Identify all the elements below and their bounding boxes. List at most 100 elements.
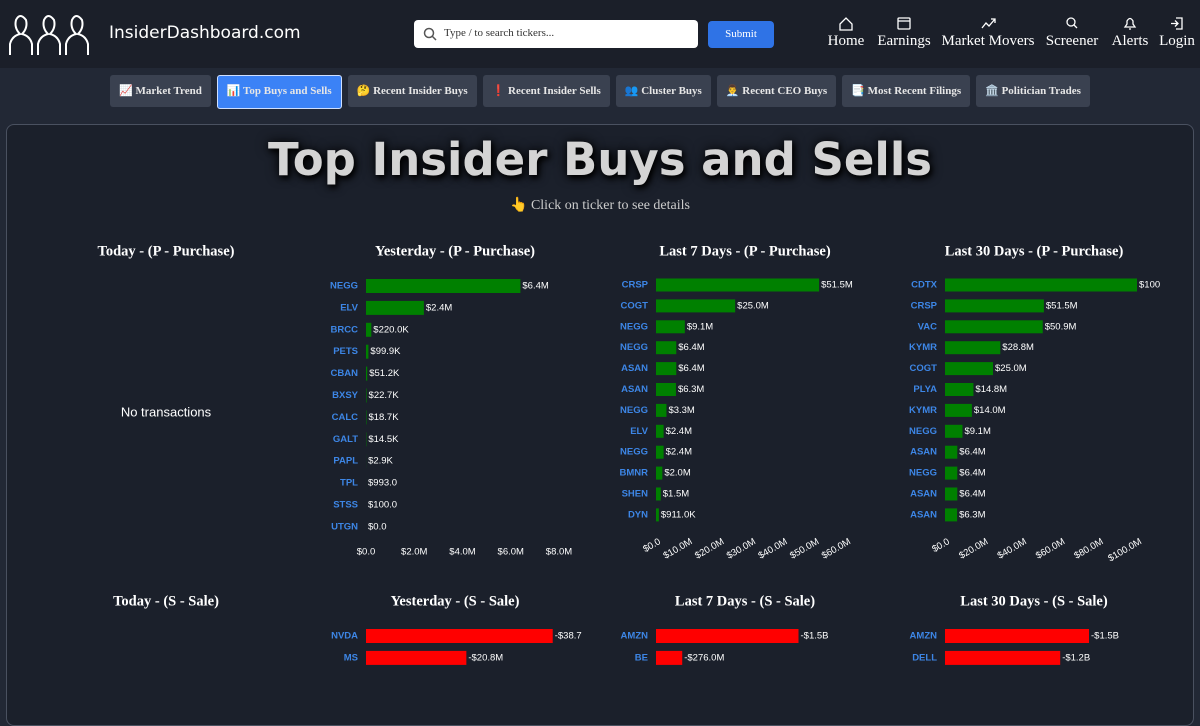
x-tick-label: $6.0M <box>498 547 524 558</box>
chart-title: Last 30 Days - (S - Sale) <box>960 593 1108 609</box>
chart-title: Today - (S - Sale) <box>113 593 219 609</box>
x-tick-label: $2.0M <box>401 547 427 558</box>
ticker-label: STSS <box>333 500 358 511</box>
x-tick-label: $8.0M <box>546 547 572 558</box>
bar <box>656 341 676 354</box>
bar <box>366 651 466 665</box>
value-label: $99.9K <box>370 346 401 357</box>
bar <box>366 345 368 359</box>
value-label: $6.4M <box>959 468 985 479</box>
bar <box>656 629 799 643</box>
bar <box>945 320 1043 333</box>
bar <box>945 404 972 417</box>
bar <box>366 367 367 381</box>
value-label: $6.3M <box>678 384 704 395</box>
bar <box>945 651 1060 665</box>
ticker-label: ASAN <box>621 384 648 395</box>
ticker-label: PLYA <box>913 384 937 395</box>
ticker-label: NEGG <box>330 281 358 292</box>
bar <box>656 651 682 665</box>
value-label: -$20.8M <box>468 652 503 663</box>
chart-title: Today - (P - Purchase) <box>98 243 235 259</box>
chart: No transactions <box>121 404 212 419</box>
value-label: $14.5K <box>368 434 399 445</box>
value-label: $18.7K <box>368 412 399 423</box>
ticker-label: BXSY <box>332 390 359 401</box>
ticker-label: ASAN <box>910 447 937 458</box>
ticker-label: CALC <box>332 412 359 423</box>
bar <box>656 404 666 417</box>
value-label: $51.5M <box>821 280 853 291</box>
chart-title: Last 30 Days - (P - Purchase) <box>945 243 1124 259</box>
bar <box>945 279 1137 292</box>
value-label: $2.4M <box>666 426 692 437</box>
bar <box>945 383 973 396</box>
ticker-label: MS <box>344 652 358 663</box>
ticker-label: COGT <box>910 363 938 374</box>
ticker-label: DYN <box>628 509 648 520</box>
ticker-label: ELV <box>630 426 648 437</box>
value-label: $100.0M <box>1139 280 1176 291</box>
bar <box>366 323 371 337</box>
x-tick-label: $40.0M <box>756 536 789 561</box>
value-label: $28.8M <box>1002 342 1034 353</box>
ticker-label: NEGG <box>620 342 648 353</box>
bar <box>656 488 661 501</box>
value-label: -$276.0M <box>684 652 724 663</box>
value-label: $911.0K <box>661 509 696 520</box>
chart: NVDA -$38.7M MS -$20.8M <box>331 629 590 665</box>
value-label: $22.7K <box>369 390 400 401</box>
x-tick-label: $20.0M <box>957 536 990 561</box>
x-tick-label: $100.0M <box>1106 536 1144 564</box>
bar <box>656 446 664 459</box>
ticker-label: AMZN <box>621 631 649 642</box>
ticker-label: ASAN <box>621 363 648 374</box>
chart: CDTX$100.0MCRSP$51.5MVAC$50.9MKYMR$28.8M… <box>909 279 1176 565</box>
x-tick-label: $0.0 <box>641 536 663 555</box>
ticker-label: BE <box>635 652 648 663</box>
value-label: $100.0 <box>368 500 397 511</box>
value-label: $6.4M <box>959 489 985 500</box>
ticker-label: BRCC <box>331 324 359 335</box>
bar <box>945 425 962 438</box>
value-label: $6.4M <box>959 447 985 458</box>
bar <box>656 425 664 438</box>
ticker-label: ASAN <box>910 489 937 500</box>
value-label: $1.5M <box>663 489 689 500</box>
value-label: $2.4M <box>426 302 452 313</box>
bar <box>656 467 662 480</box>
bar <box>656 508 659 521</box>
value-label: $993.0 <box>368 478 397 489</box>
value-label: -$38.7M <box>555 631 590 642</box>
bar <box>366 629 553 643</box>
ticker-label: CRSP <box>622 280 649 291</box>
value-label: $14.8M <box>975 384 1007 395</box>
value-label: $25.0M <box>737 300 769 311</box>
value-label: $9.1M <box>964 426 990 437</box>
ticker-label: KYMR <box>909 405 937 416</box>
value-label: $0.0 <box>368 521 387 532</box>
value-label: $6.4M <box>678 342 704 353</box>
bar <box>945 629 1089 643</box>
value-label: $51.5M <box>1046 300 1078 311</box>
ticker-label: CBAN <box>331 368 359 379</box>
ticker-label: KYMR <box>909 342 937 353</box>
charts: No transactions Today - (P - Purchase) NEG… <box>0 0 1200 675</box>
ticker-label: CDTX <box>911 280 938 291</box>
bar <box>945 508 957 521</box>
x-tick-label: $50.0M <box>788 536 821 561</box>
x-tick-label: $40.0M <box>996 536 1029 561</box>
ticker-label: UTGN <box>331 521 358 532</box>
bar <box>656 279 819 292</box>
value-label: $2.4M <box>666 447 692 458</box>
bar <box>366 301 424 315</box>
ticker-label: VAC <box>918 321 937 332</box>
x-tick-label: $60.0M <box>1034 536 1067 561</box>
x-tick-label: $4.0M <box>449 547 475 558</box>
ticker-label: GALT <box>333 434 358 445</box>
bar <box>656 320 685 333</box>
ticker-label: NVDA <box>331 631 358 642</box>
ticker-label: NEGG <box>620 447 648 458</box>
x-tick-label: $0.0 <box>930 536 952 555</box>
